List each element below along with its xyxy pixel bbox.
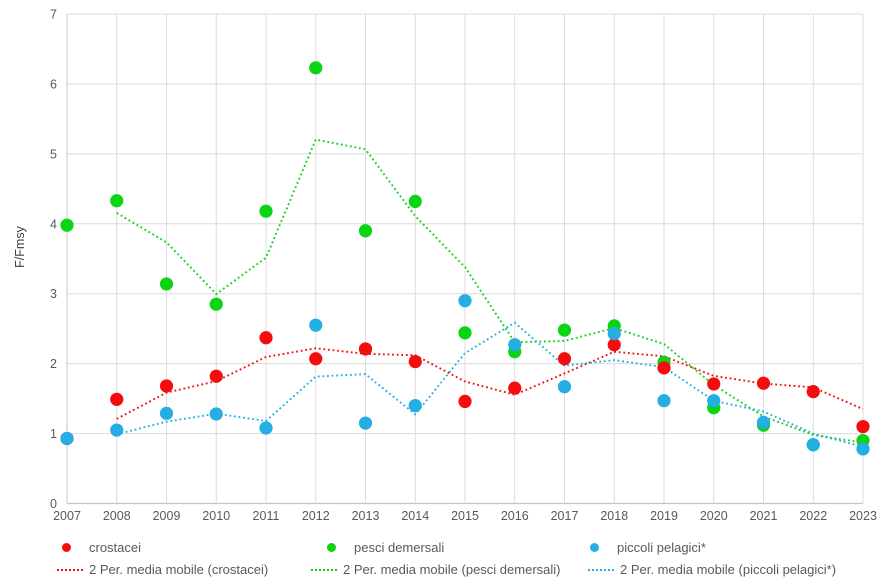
point-crostacei-2020 bbox=[707, 377, 721, 391]
point-piccoli-pelagici--2022 bbox=[806, 438, 820, 452]
point-piccoli-pelagici--2014 bbox=[408, 399, 422, 413]
x-tick-label: 2010 bbox=[202, 509, 230, 523]
point-crostacei-2010 bbox=[209, 369, 223, 383]
point-pesci-demersali-2010 bbox=[209, 297, 223, 311]
point-crostacei-2014 bbox=[408, 354, 422, 369]
point-piccoli-pelagici--2011 bbox=[259, 421, 273, 435]
x-tick-label: 2012 bbox=[302, 509, 330, 523]
y-tick-label: 2 bbox=[50, 357, 57, 371]
legend-item-crostacei: crostacei bbox=[62, 540, 141, 555]
x-tick-label: 2019 bbox=[650, 509, 678, 523]
legend-marker-crostacei bbox=[62, 543, 71, 552]
y-tick-label: 4 bbox=[50, 217, 57, 231]
point-pesci-demersali-2012 bbox=[309, 61, 323, 75]
point-piccoli-pelagici--2007 bbox=[60, 431, 74, 446]
point-pesci-demersali-2014 bbox=[408, 194, 422, 209]
trendline-crostacei bbox=[116, 347, 864, 420]
point-piccoli-pelagici--2010 bbox=[209, 407, 223, 421]
point-pesci-demersali-2013 bbox=[358, 224, 373, 238]
legend-label-trend-piccoli-pelagici: 2 Per. media mobile (piccoli pelagici*) bbox=[620, 562, 837, 577]
x-tick-label: 2015 bbox=[451, 509, 479, 523]
x-tick-label: 2020 bbox=[700, 509, 728, 523]
point-crostacei-2015 bbox=[458, 394, 472, 409]
y-tick-label: 3 bbox=[50, 287, 57, 301]
legend-item-trend-piccoli-pelagici: 2 Per. media mobile (piccoli pelagici*) bbox=[588, 562, 836, 577]
x-tick-label: 2017 bbox=[551, 509, 579, 523]
point-piccoli-pelagici--2013 bbox=[358, 416, 373, 430]
point-piccoli-pelagici--2012 bbox=[309, 318, 323, 332]
point-crostacei-2023 bbox=[856, 419, 870, 434]
point-piccoli-pelagici--2023 bbox=[856, 442, 870, 456]
legend-item-trend-pesci-demersali: 2 Per. media mobile (pesci demersali) bbox=[311, 562, 560, 577]
point-crostacei-2022 bbox=[806, 385, 820, 399]
x-tick-label: 2018 bbox=[600, 509, 628, 523]
chart-plot-area: 0 1 2 3 4 5 6 7 2007 2008 2009 2010 2011 2012 2013 2014… bbox=[13, 8, 877, 524]
point-piccoli-pelagici--2021 bbox=[756, 415, 771, 429]
point-crostacei-2016 bbox=[508, 381, 522, 395]
legend-label-pesci-demersali: pesci demersali bbox=[354, 540, 445, 555]
y-tick-label: 7 bbox=[50, 8, 57, 22]
y-axis-title: F/Fmsy bbox=[13, 225, 27, 267]
point-crostacei-2012 bbox=[309, 352, 323, 366]
point-crostacei-2018 bbox=[607, 338, 621, 352]
y-tick-label: 6 bbox=[50, 77, 57, 91]
point-piccoli-pelagici--2015 bbox=[458, 294, 472, 308]
point-pesci-demersali-2015 bbox=[458, 326, 472, 340]
legend-item-trend-crostacei: 2 Per. media mobile (crostacei) bbox=[57, 562, 268, 577]
y-tick-label: 0 bbox=[50, 497, 57, 511]
legend-trendline-swatch-piccoli-pelagici bbox=[588, 568, 614, 571]
x-tick-label: 2011 bbox=[253, 509, 280, 523]
point-piccoli-pelagici--2019 bbox=[657, 394, 671, 408]
point-crostacei-2017 bbox=[557, 352, 572, 366]
point-piccoli-pelagici--2008 bbox=[110, 423, 124, 437]
legend-marker-pesci-demersali bbox=[327, 543, 336, 552]
x-tick-label: 2022 bbox=[799, 509, 827, 523]
point-pesci-demersali-2011 bbox=[259, 204, 273, 218]
y-tick-label: 5 bbox=[50, 147, 57, 161]
point-pesci-demersali-2007 bbox=[60, 218, 74, 232]
point-pesci-demersali-2009 bbox=[159, 277, 174, 291]
legend-trendline-swatch-crostacei bbox=[57, 568, 83, 571]
point-crostacei-2009 bbox=[159, 379, 174, 393]
x-tick-label: 2016 bbox=[501, 509, 529, 523]
y-tick-label: 1 bbox=[50, 427, 57, 441]
x-tick-label: 2009 bbox=[153, 509, 181, 523]
x-tick-label: 2023 bbox=[849, 509, 877, 523]
point-crostacei-2013 bbox=[358, 342, 373, 356]
trendline-piccoli-pelagici- bbox=[116, 321, 864, 448]
x-tick-label: 2013 bbox=[352, 509, 380, 523]
x-tick-label: 2014 bbox=[401, 509, 429, 523]
point-piccoli-pelagici--2018 bbox=[607, 326, 621, 341]
legend-label-trend-crostacei: 2 Per. media mobile (crostacei) bbox=[89, 562, 269, 577]
legend-label-crostacei: crostacei bbox=[89, 540, 142, 555]
point-crostacei-2011 bbox=[259, 331, 273, 345]
legend-trendline-swatch-pesci-demersali bbox=[311, 568, 337, 571]
x-tick-label: 2007 bbox=[53, 509, 81, 523]
legend-item-piccoli-pelagici: piccoli pelagici* bbox=[590, 540, 706, 555]
trendline-pesci-demersali bbox=[116, 138, 864, 444]
point-pesci-demersali-2017 bbox=[557, 323, 572, 337]
point-crostacei-2008 bbox=[110, 392, 124, 406]
legend-label-trend-pesci-demersali: 2 Per. media mobile (pesci demersali) bbox=[343, 562, 561, 577]
point-pesci-demersali-2008 bbox=[110, 194, 124, 208]
legend-label-piccoli-pelagici: piccoli pelagici* bbox=[617, 540, 706, 555]
point-piccoli-pelagici--2020 bbox=[707, 394, 721, 408]
point-piccoli-pelagici--2009 bbox=[159, 406, 174, 420]
legend-item-pesci-demersali: pesci demersali bbox=[327, 540, 444, 555]
x-tick-label: 2021 bbox=[750, 509, 778, 523]
point-crostacei-2019 bbox=[657, 361, 671, 375]
x-tick-label: 2008 bbox=[103, 509, 131, 523]
legend-marker-piccoli-pelagici bbox=[590, 543, 599, 552]
point-crostacei-2021 bbox=[756, 376, 771, 390]
point-piccoli-pelagici--2016 bbox=[508, 338, 522, 352]
point-piccoli-pelagici--2017 bbox=[557, 380, 572, 394]
